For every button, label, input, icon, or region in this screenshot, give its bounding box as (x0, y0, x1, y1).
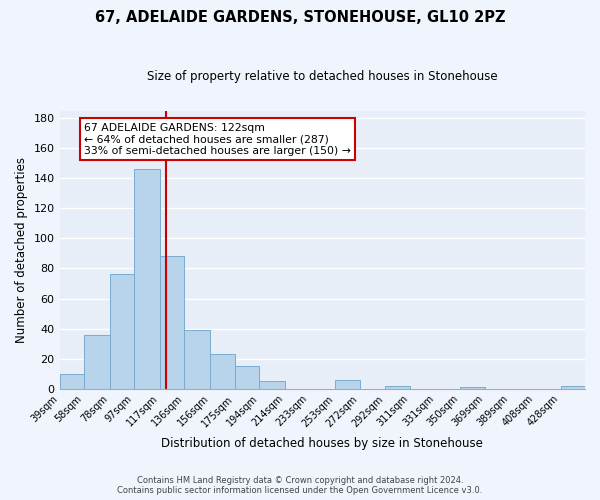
Bar (110, 274, 134, 389)
Bar (210, 354, 235, 389)
Bar (160, 256, 184, 389)
X-axis label: Distribution of detached houses by size in Stonehouse: Distribution of detached houses by size … (161, 437, 483, 450)
Bar (134, 169, 160, 389)
Bar (235, 366, 259, 389)
Bar (84, 334, 110, 389)
Bar (385, 386, 410, 389)
Bar (259, 382, 285, 389)
Text: Contains HM Land Registry data © Crown copyright and database right 2024.
Contai: Contains HM Land Registry data © Crown c… (118, 476, 482, 495)
Bar (184, 330, 210, 389)
Text: 67 ADELAIDE GARDENS: 122sqm
← 64% of detached houses are smaller (287)
33% of se: 67 ADELAIDE GARDENS: 122sqm ← 64% of det… (84, 122, 351, 156)
Text: 67, ADELAIDE GARDENS, STONEHOUSE, GL10 2PZ: 67, ADELAIDE GARDENS, STONEHOUSE, GL10 2… (95, 10, 505, 25)
Title: Size of property relative to detached houses in Stonehouse: Size of property relative to detached ho… (147, 70, 497, 83)
Bar (335, 380, 359, 389)
Bar (59, 374, 84, 389)
Bar (560, 386, 585, 389)
Bar (460, 388, 485, 389)
Y-axis label: Number of detached properties: Number of detached properties (15, 156, 28, 342)
